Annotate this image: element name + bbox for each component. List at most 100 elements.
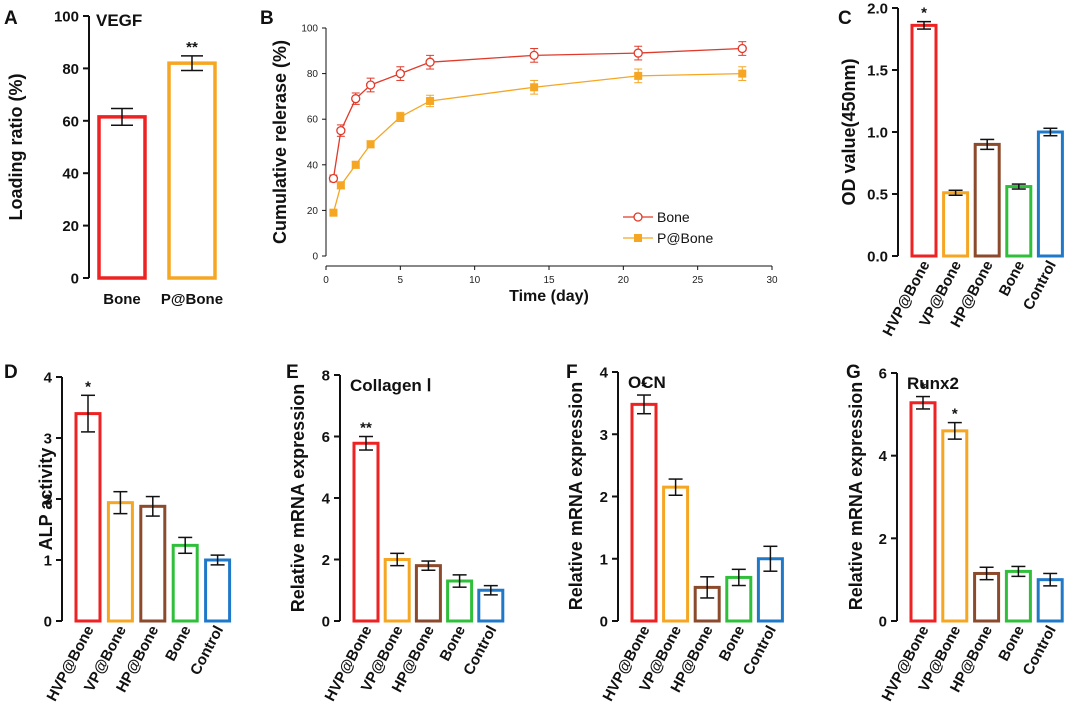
error-bar (111, 107, 133, 127)
y-tick-label: 0 (600, 614, 608, 631)
y-tick-label: 1 (600, 551, 608, 568)
y-axis-label: Relative mRNA expression (566, 382, 586, 610)
x-tick-label: 5 (398, 275, 404, 286)
y-tick-label: 0 (44, 614, 52, 631)
bar-bone (725, 575, 753, 623)
y-tick-label: 3 (600, 427, 608, 444)
y-tick-label: 3 (44, 431, 52, 448)
data-point (737, 43, 747, 54)
y-axis-label: Relative mRNA expression (288, 384, 308, 612)
y-tick-label: 40 (62, 166, 79, 183)
y-tick-label: 2 (44, 492, 52, 509)
x-tick-label: 10 (469, 275, 481, 286)
x-tick-label: 25 (692, 275, 704, 286)
y-tick-label: 4 (44, 370, 53, 387)
data-point (426, 96, 435, 105)
panel-title: Collagen Ⅰ (350, 376, 432, 395)
error-bar (763, 545, 778, 572)
panel-b: B Cumulative relerase (%) 0 20 40 60 80 100 0 5 10… (260, 8, 778, 305)
x-tick-label: 20 (618, 275, 630, 286)
significance-marker: * (85, 378, 91, 395)
y-tick-label: 4 (879, 448, 888, 465)
error-bar (452, 574, 467, 588)
data-point (328, 173, 339, 184)
category-label: Bone (996, 258, 1029, 299)
data-point (529, 50, 539, 61)
y-tick-label: 4 (600, 365, 609, 382)
data-point (365, 80, 376, 90)
bar-vp-at-bone (662, 485, 690, 623)
y-axis-label: Loading ratio (%) (6, 74, 26, 221)
error-bar (917, 20, 931, 30)
series-p-at-bone (329, 66, 747, 217)
y-tick-label: 1.5 (867, 63, 888, 80)
error-bar (1043, 127, 1058, 137)
data-point (634, 71, 643, 80)
bar-hp-at-bone (139, 504, 167, 623)
y-tick-label: 20 (62, 218, 79, 235)
legend-label: Bone (657, 209, 690, 225)
data-point (351, 94, 361, 104)
bar-hp-at-bone (973, 571, 1001, 623)
panel-letter: F (566, 362, 578, 383)
error-bar (483, 584, 498, 596)
y-tick-label: 0 (312, 252, 318, 263)
bar-bone (97, 115, 147, 280)
bar-hvp-at-bone (74, 412, 102, 623)
data-point (336, 181, 345, 190)
bar-hvp-at-bone (352, 441, 380, 623)
y-tick-label: 1.0 (867, 125, 888, 142)
legend: Bone P@Bone (623, 209, 713, 246)
y-tick-label: 80 (307, 69, 319, 80)
legend-marker (633, 212, 643, 222)
y-tick-label: 8 (322, 368, 330, 385)
bar-hp-at-bone (693, 585, 721, 623)
error-bar (1011, 183, 1026, 190)
y-tick-label: 0.5 (867, 187, 888, 204)
category-label: Bone (437, 623, 470, 664)
x-tick-label: 0 (323, 275, 329, 286)
y-tick-label: 60 (307, 115, 319, 126)
y-axis-label: ALP activity (36, 448, 56, 551)
error-bar (145, 495, 160, 517)
y-tick-label: 0 (71, 271, 79, 288)
y-tick-label: 100 (54, 9, 79, 26)
bar-hp-at-bone (973, 142, 1001, 258)
significance-marker: * (920, 380, 926, 397)
bar-hvp-at-bone (910, 23, 938, 258)
bar-vp-at-bone (942, 191, 970, 258)
error-bar (731, 568, 746, 587)
panel-letter: D (4, 362, 18, 383)
error-bar (210, 554, 225, 566)
data-point (425, 57, 435, 67)
y-tick-label: 2.0 (867, 1, 888, 18)
error-bar (948, 189, 963, 196)
y-tick-label: 20 (307, 206, 319, 217)
series-line (332, 47, 743, 179)
y-axis-label: Cumulative relerase (%) (270, 40, 290, 244)
error-bar (390, 552, 405, 567)
y-tick-label: 0.0 (867, 249, 888, 266)
y-tick-label: 0 (879, 614, 887, 631)
error-bar (947, 421, 962, 440)
category-label: Bone (995, 623, 1028, 664)
panel-letter: G (846, 362, 861, 383)
bar-control (1036, 130, 1064, 258)
y-tick-label: 80 (62, 61, 79, 78)
y-tick-label: 60 (62, 113, 79, 130)
error-bar (980, 138, 995, 151)
error-bar (178, 536, 193, 555)
error-bar (637, 394, 651, 415)
y-axis-label: OD value(450nm) (839, 58, 859, 205)
panel-title: OCN (628, 373, 666, 392)
x-axis-label: Time (day) (509, 288, 589, 305)
error-bar (668, 478, 683, 497)
category-label: Bone (716, 623, 749, 664)
bar-vp-at-bone (383, 558, 411, 623)
bar-hvp-at-bone (909, 401, 937, 623)
panel-letter: E (286, 362, 299, 383)
